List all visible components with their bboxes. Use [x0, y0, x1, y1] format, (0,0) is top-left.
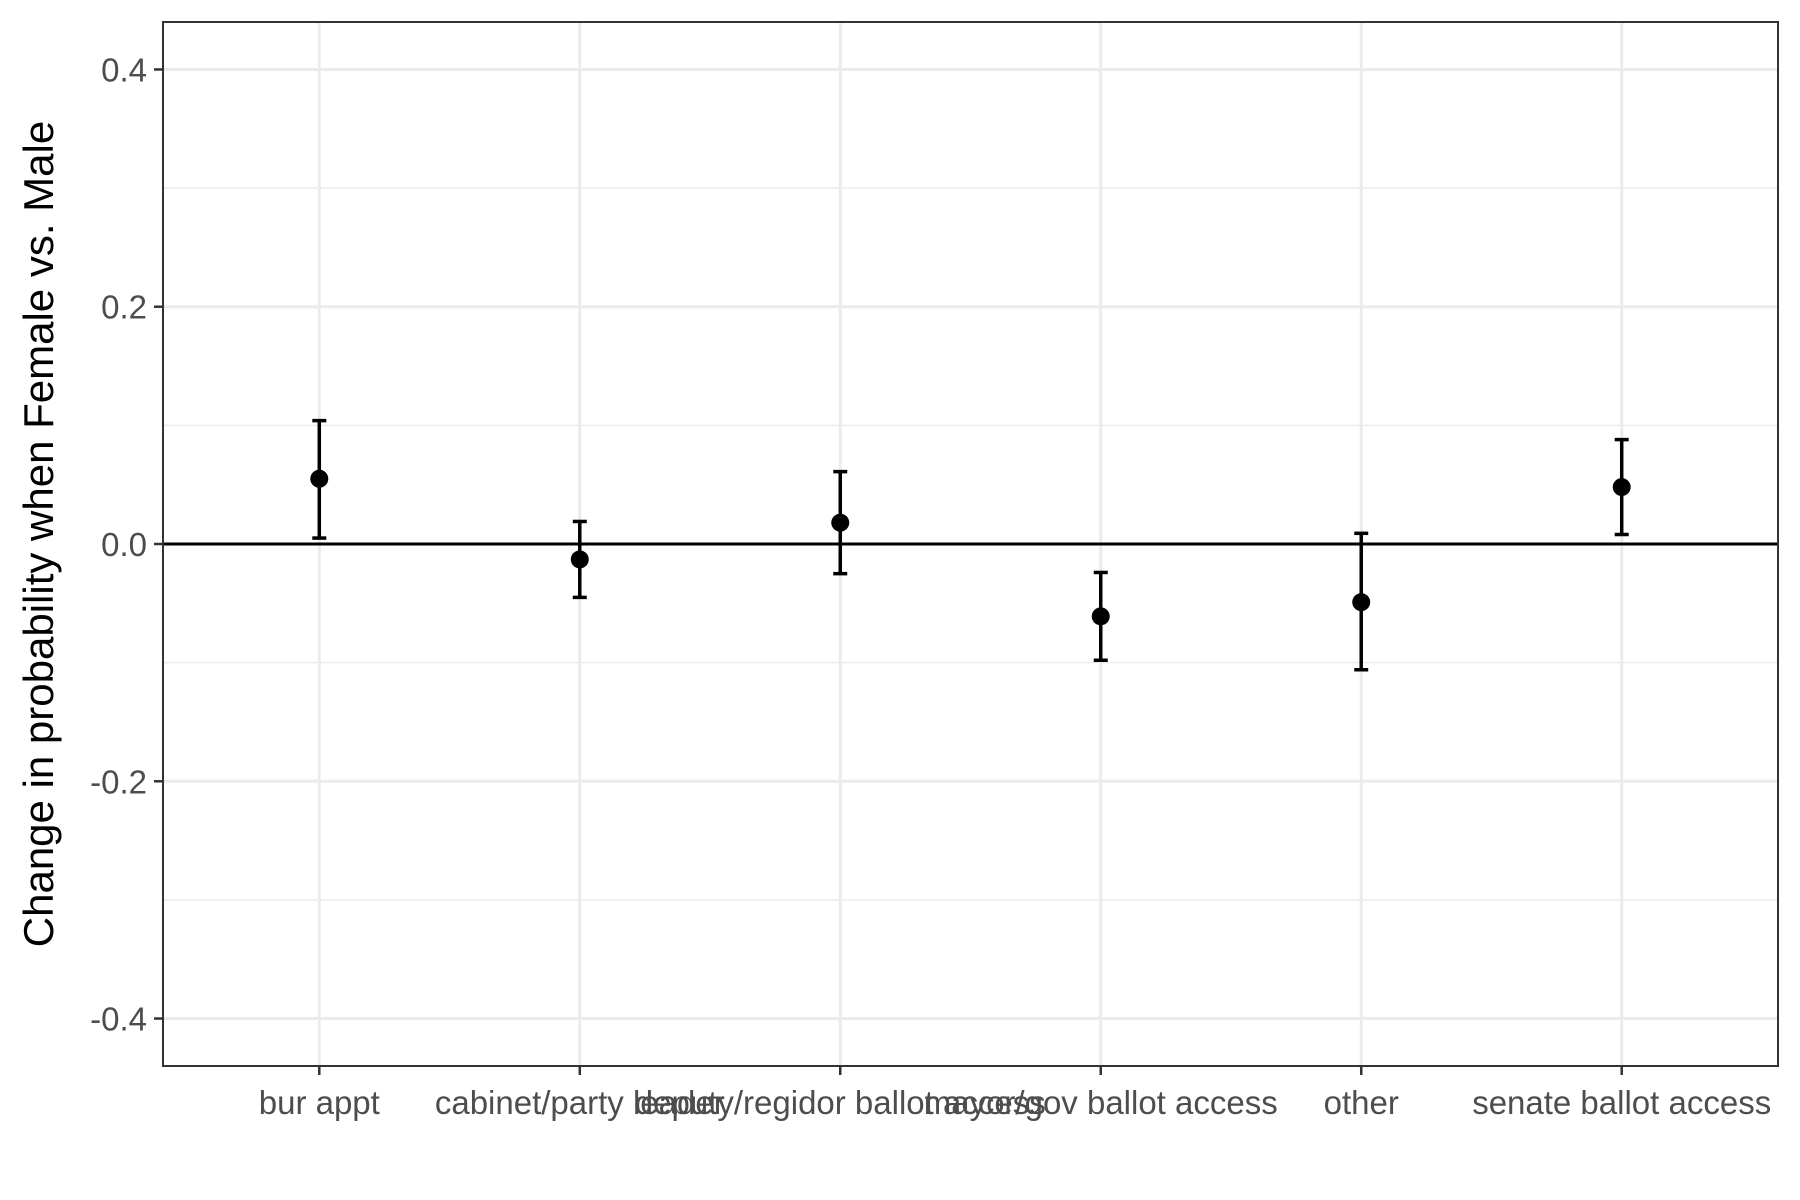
x-tick-label: other: [1324, 1084, 1399, 1121]
data-point: [1352, 593, 1371, 612]
axis-layer: -0.4 -0.2 0.0 0.2 0.4 bur appt cabinet/party l…: [90, 51, 1771, 1121]
y-tick-label: 0.2: [101, 289, 147, 326]
x-tick-label: bur appt: [259, 1084, 380, 1121]
y-tick-label: -0.4: [90, 1001, 147, 1038]
data-point: [1612, 478, 1631, 497]
x-tick-label: mayor/gov ballot access: [924, 1084, 1278, 1121]
data-point: [310, 469, 329, 488]
y-tick-label: -0.2: [90, 763, 147, 800]
x-tick-label: cabinet/party leader: [435, 1084, 725, 1121]
data-point: [831, 513, 850, 532]
marks-layer: [310, 418, 1631, 672]
data-point: [1091, 607, 1110, 626]
data-point: [570, 550, 589, 569]
x-tick-label: senate ballot access: [1472, 1084, 1771, 1121]
y-tick-label: 0.0: [101, 526, 147, 563]
y-tick-label: 0.4: [101, 51, 147, 88]
x-tick-label: deputy/regidor ballot access: [635, 1084, 1046, 1121]
y-axis-title: Change in probability when Female vs. Ma…: [15, 121, 62, 947]
